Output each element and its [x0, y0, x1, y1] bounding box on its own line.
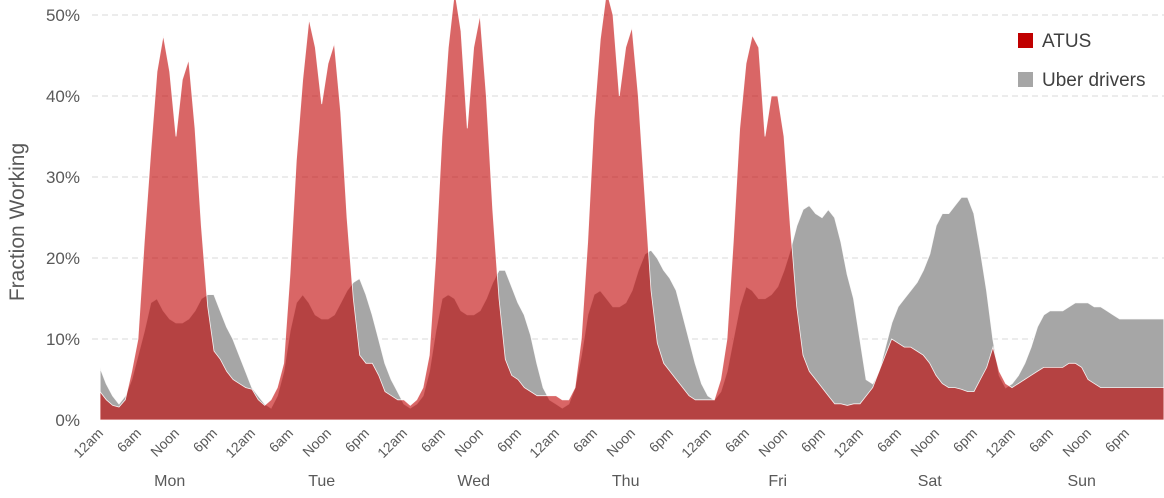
x-tick-label: 6am [1026, 425, 1057, 456]
x-tick-label: 6pm [1102, 425, 1133, 456]
x-tick-label: 6am [722, 425, 753, 456]
x-tick-label: Noon [451, 425, 486, 460]
day-label: Wed [457, 473, 490, 490]
legend-swatch-atus [1018, 33, 1033, 48]
x-tick-label: Noon [907, 425, 942, 460]
day-label: Sat [918, 473, 943, 490]
legend-label: ATUS [1042, 31, 1091, 52]
atus-area [99, 0, 1164, 421]
legend-swatch-uber-drivers [1018, 72, 1033, 87]
day-label: Mon [154, 473, 185, 490]
x-tick-label: Noon [147, 425, 182, 460]
x-tick-label: 6pm [798, 425, 829, 456]
x-tick-label: 6pm [190, 425, 221, 456]
x-tick-label: 6pm [494, 425, 525, 456]
y-axis-label: Fraction Working [6, 143, 29, 301]
day-label: Sun [1067, 473, 1095, 490]
y-tick-label: 10% [46, 330, 80, 349]
x-tick-label: Noon [1059, 425, 1094, 460]
x-tick-label: 6am [114, 425, 145, 456]
x-tick-label: 12am [70, 425, 106, 461]
legend: ATUS Uber drivers [1018, 31, 1145, 91]
x-tick-label: 6am [570, 425, 601, 456]
y-tick-label: 20% [46, 249, 80, 268]
x-tick-label: Noon [603, 425, 638, 460]
y-tick-label: 50% [46, 6, 80, 25]
x-tick-label: 6pm [342, 425, 373, 456]
legend-label: Uber drivers [1042, 70, 1145, 91]
day-labels: Mon Tue Wed Thu Fri Sat Sun [154, 473, 1096, 490]
day-label: Fri [768, 473, 787, 490]
y-tick-label: 0% [55, 411, 80, 430]
x-tick-label: Noon [299, 425, 334, 460]
x-axis-ticks: 12am 6am Noon 6pm 12am 6am Noon 6pm 12am 6am Noon 6… [70, 425, 1132, 461]
x-tick-label: 6am [874, 425, 905, 456]
x-tick-label: Noon [755, 425, 790, 460]
y-axis-ticks: 0% 10% 20% 30% 40% 50% [46, 6, 80, 430]
x-tick-label: 12am [982, 425, 1018, 461]
series-areas [99, 0, 1164, 421]
x-tick-label: 12am [374, 425, 410, 461]
x-tick-label: 6am [266, 425, 297, 456]
x-tick-label: 12am [222, 425, 258, 461]
x-tick-label: 6pm [646, 425, 677, 456]
x-tick-label: 6am [418, 425, 449, 456]
day-label: Thu [612, 473, 640, 490]
x-tick-label: 6pm [950, 425, 981, 456]
x-tick-label: 12am [830, 425, 866, 461]
y-tick-label: 30% [46, 168, 80, 187]
y-tick-label: 40% [46, 87, 80, 106]
day-label: Tue [308, 473, 335, 490]
x-tick-label: 12am [678, 425, 714, 461]
x-tick-label: 12am [526, 425, 562, 461]
